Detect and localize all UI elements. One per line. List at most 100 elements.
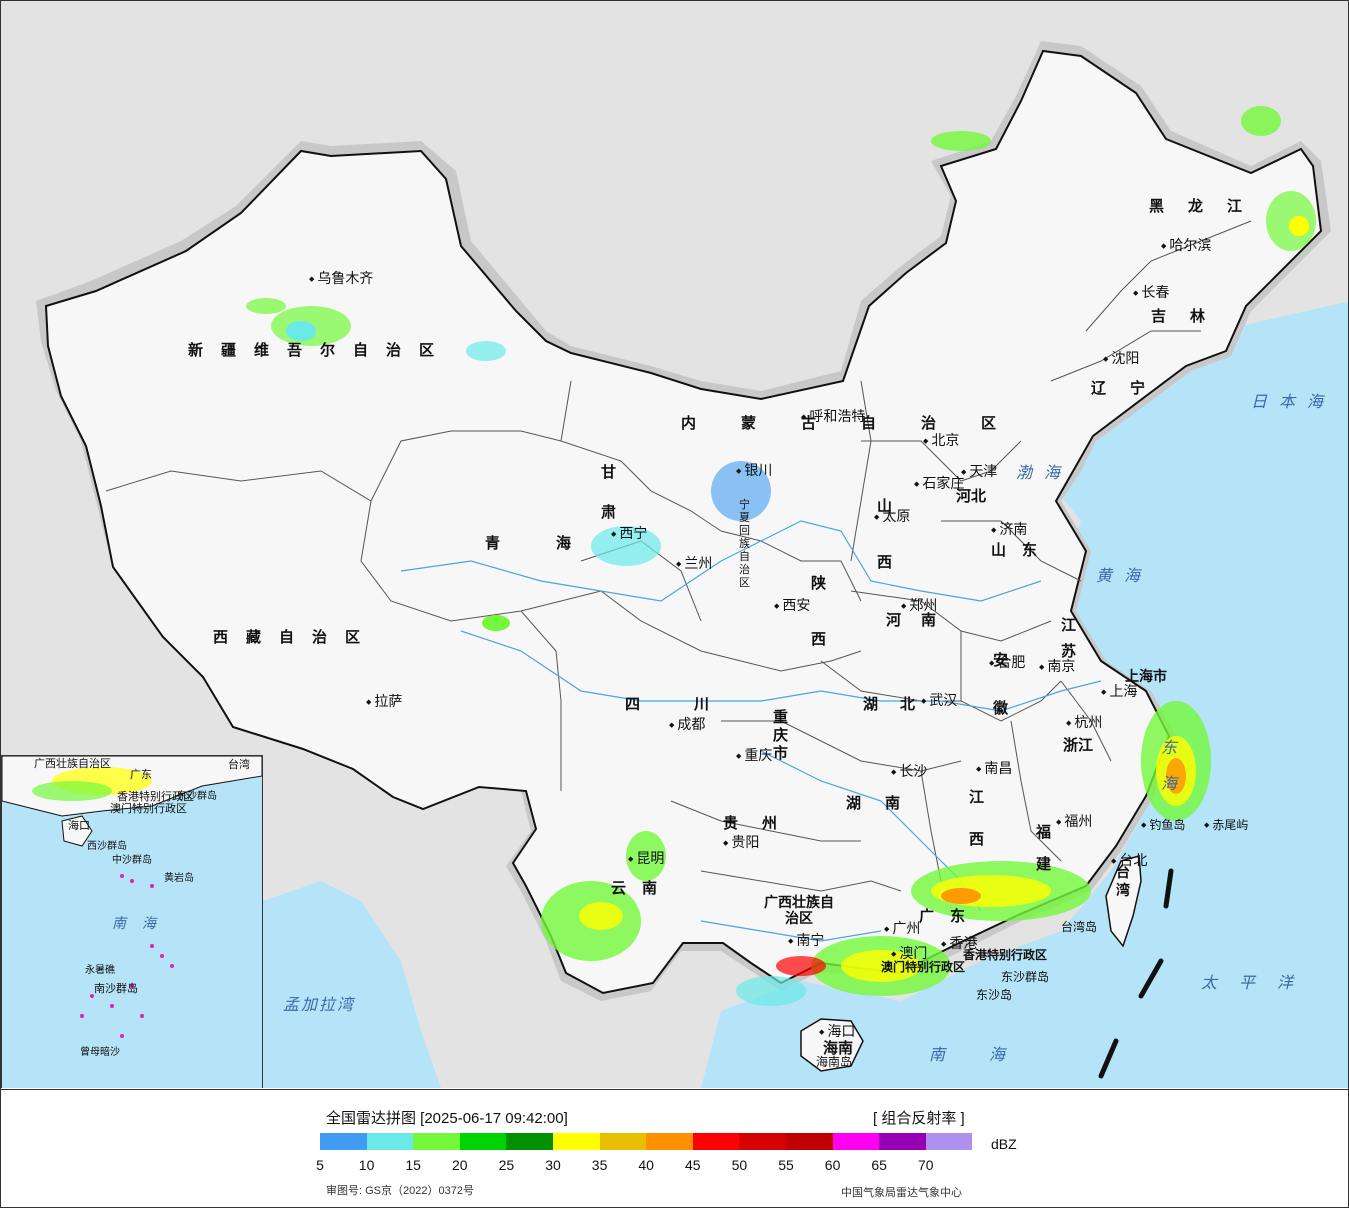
label-ningxia: 宁夏回族自治区 [739, 499, 750, 589]
label-hubei: 湖北 [863, 696, 938, 713]
city-hongkong: 香港 [941, 936, 977, 950]
province-borders [105, 220, 1252, 892]
legend-title: 全国雷达拼图 [2025-06-17 09:42:00] [326, 1110, 568, 1127]
label-shanxi: 山西 [877, 498, 893, 571]
island-hainan: 海南岛 [816, 1055, 853, 1069]
china-land [44, 49, 1323, 995]
color-swatch [366, 1133, 414, 1150]
scale-tick-label: 20 [452, 1157, 468, 1173]
map-approval-number: 审图号: GS京（2022）0372号 [326, 1185, 474, 1197]
color-swatch [413, 1133, 460, 1150]
scale-tick-label: 30 [545, 1157, 561, 1173]
scale-tick-label: 55 [778, 1157, 794, 1173]
city-taiyuan: 太原 [874, 509, 910, 523]
legend-area: 全国雷达拼图 [2025-06-17 09:42:00] [ 组合反射率 ] 5… [1, 1089, 1348, 1207]
sea-japan: 日本海 [1251, 394, 1336, 411]
label-henan: 河南 [886, 612, 957, 629]
city-xining: 西宁 [611, 526, 647, 540]
label-gansu: 甘肃 [601, 464, 617, 521]
city-shanghai: 上海 [1101, 684, 1137, 698]
city-shenyang: 沈阳 [1103, 351, 1139, 365]
label-xinjiang: 新疆维吾尔自治区 [188, 342, 453, 359]
label-guangxi: 广西壮族自治区 [764, 894, 834, 926]
scale-tick-label: 35 [591, 1157, 608, 1173]
label-hongkong-sar: 香港特别行政区 [963, 948, 1048, 962]
inset-guangxi: 广西壮族自治区 [34, 758, 111, 770]
label-liaoning: 辽宁 [1091, 380, 1170, 397]
label-hainan: 海南 [823, 1040, 854, 1057]
inset-guangdong: 广东 [130, 769, 152, 781]
label-qinghai: 青海 [485, 535, 628, 552]
city-zhengzhou: 郑州 [901, 598, 937, 612]
legend-unit: dBZ [991, 1136, 1017, 1152]
data-source: 中国气象局雷达气象中心 [841, 1187, 962, 1199]
label-anhui: 安徽 [993, 652, 1009, 717]
city-taipei: 台北 [1111, 853, 1147, 867]
island-dongsha: 东沙岛 [976, 988, 1013, 1002]
inset-nansha: 南沙群岛 [94, 983, 138, 995]
label-shandong: 山东 [991, 542, 1054, 559]
city-harbin: 哈尔滨 [1161, 238, 1211, 252]
sea-pacific: 太平洋 [1201, 975, 1316, 992]
city-hefei: 合肥 [989, 655, 1025, 669]
city-kunming: 昆明 [628, 851, 664, 865]
label-yunnan: 云南 [611, 880, 674, 897]
label-taiwan: 台湾 [1116, 864, 1130, 898]
inset-huangyan: 黄岩岛 [164, 873, 194, 884]
city-tianjin: 天津 [961, 464, 997, 478]
color-swatch [832, 1133, 880, 1150]
city-hangzhou: 杭州 [1066, 715, 1102, 729]
color-swatch [506, 1133, 553, 1150]
sea-bengal: 孟加拉湾 [283, 997, 356, 1014]
scale-tick-label: 25 [498, 1157, 515, 1173]
label-fujian: 福建 [1036, 824, 1052, 873]
inset-dongsha: 东沙群岛 [177, 791, 217, 802]
city-hohhot: 呼和浩特 [801, 409, 865, 423]
city-nanchang: 南昌 [976, 761, 1012, 775]
label-guizhou: 贵州 [723, 815, 802, 832]
maritime-line [1098, 868, 1174, 1079]
island-taiwan: 台湾岛 [1061, 920, 1098, 934]
scale-tick-label: 15 [405, 1157, 421, 1173]
inset-svg [2, 756, 262, 1038]
inset-macao: 澳门特别行政区 [110, 803, 187, 815]
label-guangdong: 广东 [919, 908, 982, 925]
scale-tick-label: 45 [685, 1157, 701, 1173]
sea-east: 东海 [1161, 740, 1190, 793]
color-swatch [692, 1133, 740, 1150]
color-swatch [599, 1133, 647, 1150]
scale-tick-label: 65 [871, 1157, 887, 1173]
city-changchun: 长春 [1133, 285, 1169, 299]
label-xizang: 西藏自治区 [213, 629, 379, 646]
island-chiwei: 赤尾屿 [1204, 819, 1248, 831]
label-jiangxi: 江西 [969, 789, 985, 848]
city-jinan: 济南 [991, 522, 1027, 536]
scale-tick-label: 60 [824, 1157, 841, 1173]
sea-south: 南海 [929, 1047, 1050, 1064]
label-zhejiang: 浙江 [1063, 737, 1094, 754]
city-nanjing: 南京 [1039, 659, 1075, 673]
inset-zhongsha: 中沙群岛 [112, 855, 152, 866]
color-swatch [646, 1133, 693, 1150]
color-swatch [320, 1133, 367, 1150]
scale-tick-label: 50 [731, 1157, 748, 1173]
label-hebei: 河北 [956, 488, 987, 505]
color-swatch [925, 1133, 973, 1150]
city-urumqi: 乌鲁木齐 [309, 271, 373, 285]
label-chongqing: 重庆市 [773, 709, 789, 762]
city-lanzhou: 兰州 [676, 556, 712, 570]
city-changsha: 长沙 [891, 764, 927, 778]
inset-taiwan: 台湾 [228, 759, 250, 771]
city-yinchuan: 银川 [736, 463, 772, 477]
inset-hongkong: 香港特别行政区 [117, 791, 194, 803]
inset-south-sea: 南海 [112, 915, 172, 931]
city-xian: 西安 [774, 598, 810, 612]
inset-xisha: 西沙群岛 [87, 841, 127, 852]
map-area: 新疆维吾尔自治区 西藏自治区 青海 四川 甘肃 内蒙古自治区 黑龙江 吉林 辽宁… [1, 1, 1348, 1088]
inset-yongshu: 永暑礁 [85, 965, 115, 976]
sea-bohai: 渤海 [1016, 465, 1073, 482]
island-dongsha-group: 东沙群岛 [1001, 970, 1050, 984]
color-swatch [459, 1133, 507, 1150]
scale-tick-label: 40 [638, 1157, 654, 1173]
city-guangzhou: 广州 [884, 921, 920, 935]
